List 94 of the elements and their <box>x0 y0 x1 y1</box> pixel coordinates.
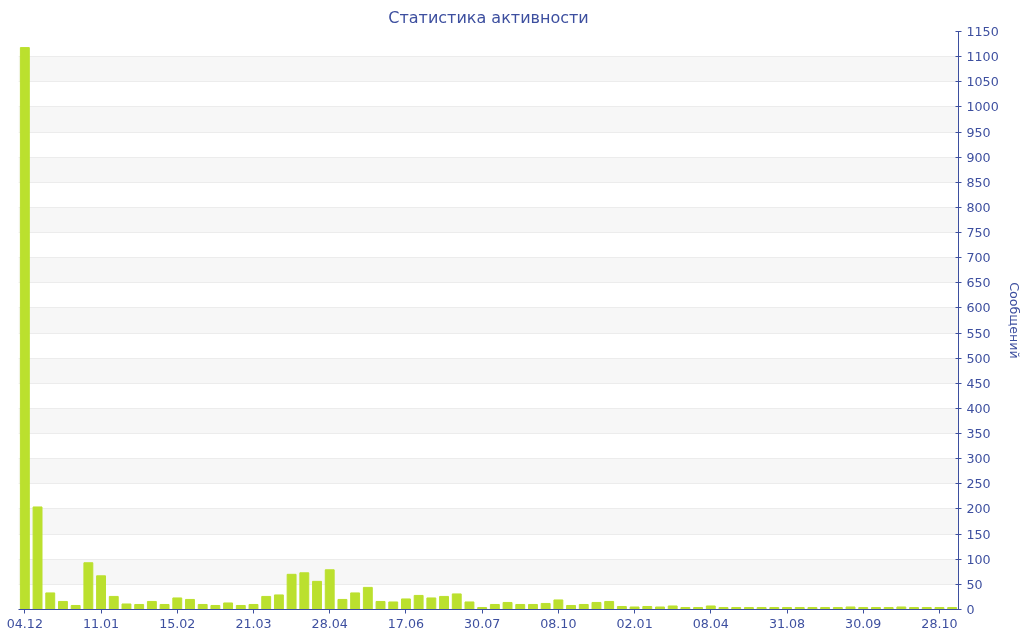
bar <box>413 594 424 610</box>
y-tick-label: 600 <box>966 300 991 316</box>
bar <box>629 606 640 610</box>
bar <box>451 593 462 610</box>
bar <box>426 597 437 610</box>
y-axis-title: Сообщений <box>1006 282 1022 359</box>
y-tick-label: 800 <box>966 199 991 215</box>
x-tick-label: 02.01 <box>616 615 653 631</box>
y-tick-label: 0 <box>966 602 975 617</box>
bar <box>845 606 856 610</box>
bar <box>146 600 157 610</box>
bar <box>70 604 81 610</box>
bar <box>324 569 335 610</box>
x-tick-label: 08.04 <box>692 615 729 631</box>
bar <box>362 586 373 610</box>
bar <box>502 601 513 610</box>
bar <box>172 597 183 610</box>
bar <box>223 602 234 610</box>
bar <box>312 580 322 610</box>
bar <box>261 595 272 610</box>
bar <box>515 603 526 610</box>
bar <box>286 573 297 610</box>
y-tick-label: 1100 <box>966 49 999 65</box>
x-tick-label: 28.10 <box>921 615 958 631</box>
bar <box>375 600 386 610</box>
bar <box>32 506 43 610</box>
bar <box>58 600 68 610</box>
bar <box>45 592 56 610</box>
x-tick-label: 30.07 <box>464 615 501 631</box>
bar <box>159 603 170 610</box>
y-tick-label: 200 <box>966 501 991 517</box>
bar <box>553 599 564 610</box>
y-tick-label: 1000 <box>966 99 999 115</box>
x-tick-label: 15.02 <box>159 615 196 631</box>
x-tick-label: 31.08 <box>768 615 806 631</box>
bar <box>667 605 678 610</box>
bar <box>604 600 615 610</box>
y-tick-label: 1050 <box>966 74 999 90</box>
x-tick-label: 28.04 <box>311 615 348 631</box>
y-tick-label: 150 <box>966 526 991 542</box>
y-tick-label: 900 <box>966 149 991 165</box>
x-tick-label: 17.06 <box>387 615 425 631</box>
bar <box>540 602 551 610</box>
y-tick-label: 700 <box>966 250 991 266</box>
bar <box>350 592 361 610</box>
bar <box>134 603 145 610</box>
bar <box>235 604 246 610</box>
bar <box>210 604 221 610</box>
bar <box>464 601 475 610</box>
y-tick-label: 300 <box>966 451 991 467</box>
bar <box>96 575 107 610</box>
bar <box>248 603 259 610</box>
x-tick-label: 08.10 <box>540 615 577 631</box>
x-tick-label: 30.09 <box>845 615 882 631</box>
bar <box>655 606 665 610</box>
y-tick-label: 550 <box>966 325 991 341</box>
bar <box>108 595 119 610</box>
y-tick-label: 1150 <box>966 24 999 39</box>
bar <box>299 572 310 610</box>
y-tick-label: 50 <box>966 576 983 592</box>
bar <box>489 603 500 610</box>
y-tick-label: 850 <box>966 174 991 190</box>
bar <box>388 601 399 610</box>
bar <box>807 606 818 610</box>
bar <box>273 594 284 610</box>
bar <box>718 606 729 610</box>
y-tick-label: 750 <box>966 225 991 241</box>
y-tick-label: 450 <box>966 375 991 391</box>
bar <box>578 603 589 610</box>
y-tick-label: 650 <box>966 275 991 291</box>
bar <box>528 603 538 610</box>
bar <box>121 603 132 610</box>
bar <box>19 47 30 610</box>
bar <box>934 606 945 610</box>
x-tick-label: 21.03 <box>235 615 272 631</box>
x-tick-label: 04.12 <box>6 615 43 631</box>
bar <box>197 603 208 610</box>
bar <box>566 604 577 610</box>
bar <box>337 598 348 610</box>
y-tick-label: 350 <box>966 426 991 442</box>
bar <box>400 598 411 610</box>
x-tick-label: 11.01 <box>82 615 120 631</box>
bar <box>439 595 449 610</box>
bar <box>705 605 716 610</box>
y-tick-label: 100 <box>966 551 991 567</box>
chart-title: Статистика активности <box>388 7 589 27</box>
y-tick-label: 500 <box>966 350 991 366</box>
y-tick-label: 950 <box>966 124 991 140</box>
bar <box>896 606 907 610</box>
y-tick-label: 250 <box>966 476 991 492</box>
bar <box>591 601 602 610</box>
bar <box>83 562 94 610</box>
bar <box>185 598 195 610</box>
y-tick-label: 400 <box>966 400 991 416</box>
